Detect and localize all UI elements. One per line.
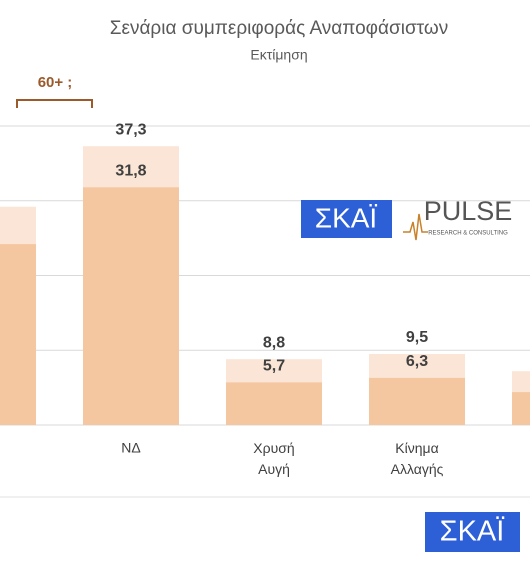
logo-text: PULSE bbox=[424, 196, 513, 226]
pulse-logo: PULSE RESEARCH & CONSULTING bbox=[403, 196, 513, 241]
bar bbox=[83, 187, 179, 425]
bar bbox=[226, 382, 322, 425]
annotation-bracket bbox=[16, 99, 93, 108]
bar bbox=[0, 244, 36, 425]
plot: 237,38,89,5231,85,76,3ΖΑΝΔΧρυσήΑυγήΚίνημ… bbox=[0, 121, 530, 477]
value-label: 8,8 bbox=[263, 334, 285, 351]
value-label: 31,8 bbox=[115, 163, 146, 180]
x-tick-label: Χρυσή Αυγή bbox=[253, 440, 294, 477]
annotation: 60+ ; bbox=[38, 74, 73, 91]
x-tick-label: Κίνημα Αλλαγής bbox=[391, 440, 444, 477]
value-label: 6,3 bbox=[406, 353, 428, 370]
x-tick-label: ΝΔ bbox=[121, 440, 140, 456]
value-label: 5,7 bbox=[263, 358, 285, 375]
pulse-wave bbox=[403, 213, 428, 241]
skai-logo: ΣΚΑΪ bbox=[301, 200, 392, 238]
bar bbox=[512, 392, 530, 425]
value-label: 9,5 bbox=[406, 329, 428, 346]
logo-box bbox=[301, 200, 392, 238]
chart-subtitle: Εκτίμηση bbox=[250, 47, 307, 63]
logo-subtext: RESEARCH & CONSULTING bbox=[428, 231, 508, 237]
skai-logo-bottom: ΣΚΑΪ bbox=[425, 512, 520, 552]
bar bbox=[369, 377, 465, 425]
logo-box bbox=[425, 512, 520, 552]
chart-title: Σενάρια συμπεριφοράς Αναποφάσιστων bbox=[110, 18, 449, 39]
logo-text: ΣΚΑΪ bbox=[315, 202, 378, 233]
logo-text: ΣΚΑΪ bbox=[440, 516, 505, 548]
value-label: 37,3 bbox=[115, 121, 146, 138]
